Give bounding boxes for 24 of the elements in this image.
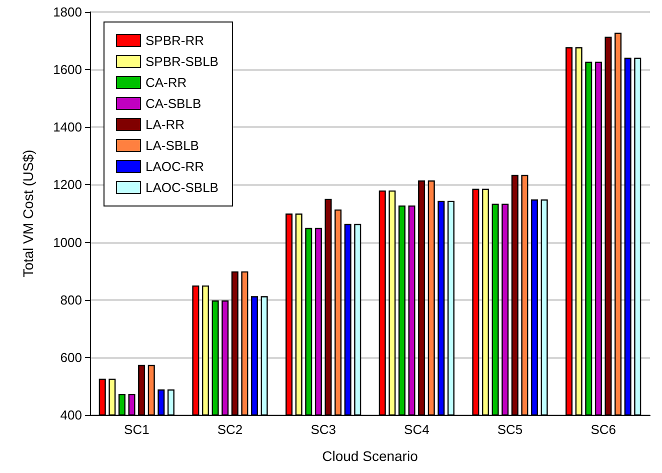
legend-label: LAOC-SBLB xyxy=(146,180,218,195)
legend-label: LAOC-RR xyxy=(146,159,204,174)
legend-label: CA-RR xyxy=(146,75,187,90)
y-tick-label: 1800 xyxy=(53,4,82,20)
x-tick-label: SC6 xyxy=(590,422,616,437)
x-tick-label: SC2 xyxy=(217,422,243,437)
x-axis-title: Cloud Scenario xyxy=(322,448,418,464)
y-tick-label: 600 xyxy=(60,350,82,365)
y-axis-title: Total VM Cost (US$) xyxy=(20,150,36,278)
legend-label: LA-RR xyxy=(146,117,185,132)
x-tick-label: SC4 xyxy=(404,422,430,437)
x-tick-label: SC3 xyxy=(310,422,336,437)
legend-label: SPBR-RR xyxy=(146,33,204,48)
y-tick-label: 400 xyxy=(60,408,82,422)
legend-label: CA-SBLB xyxy=(146,96,202,111)
legend-label: SPBR-SBLB xyxy=(146,54,218,69)
legend-label: LA-SBLB xyxy=(146,138,199,153)
y-tick-label: 1200 xyxy=(53,177,82,192)
y-tick-label: 1600 xyxy=(53,62,82,78)
y-tick-label: 1400 xyxy=(53,120,82,135)
y-tick-label: 1000 xyxy=(53,234,82,250)
x-tick-label: SC5 xyxy=(497,422,523,437)
y-tick-label: 800 xyxy=(60,292,82,308)
x-tick-label: SC1 xyxy=(124,422,150,437)
